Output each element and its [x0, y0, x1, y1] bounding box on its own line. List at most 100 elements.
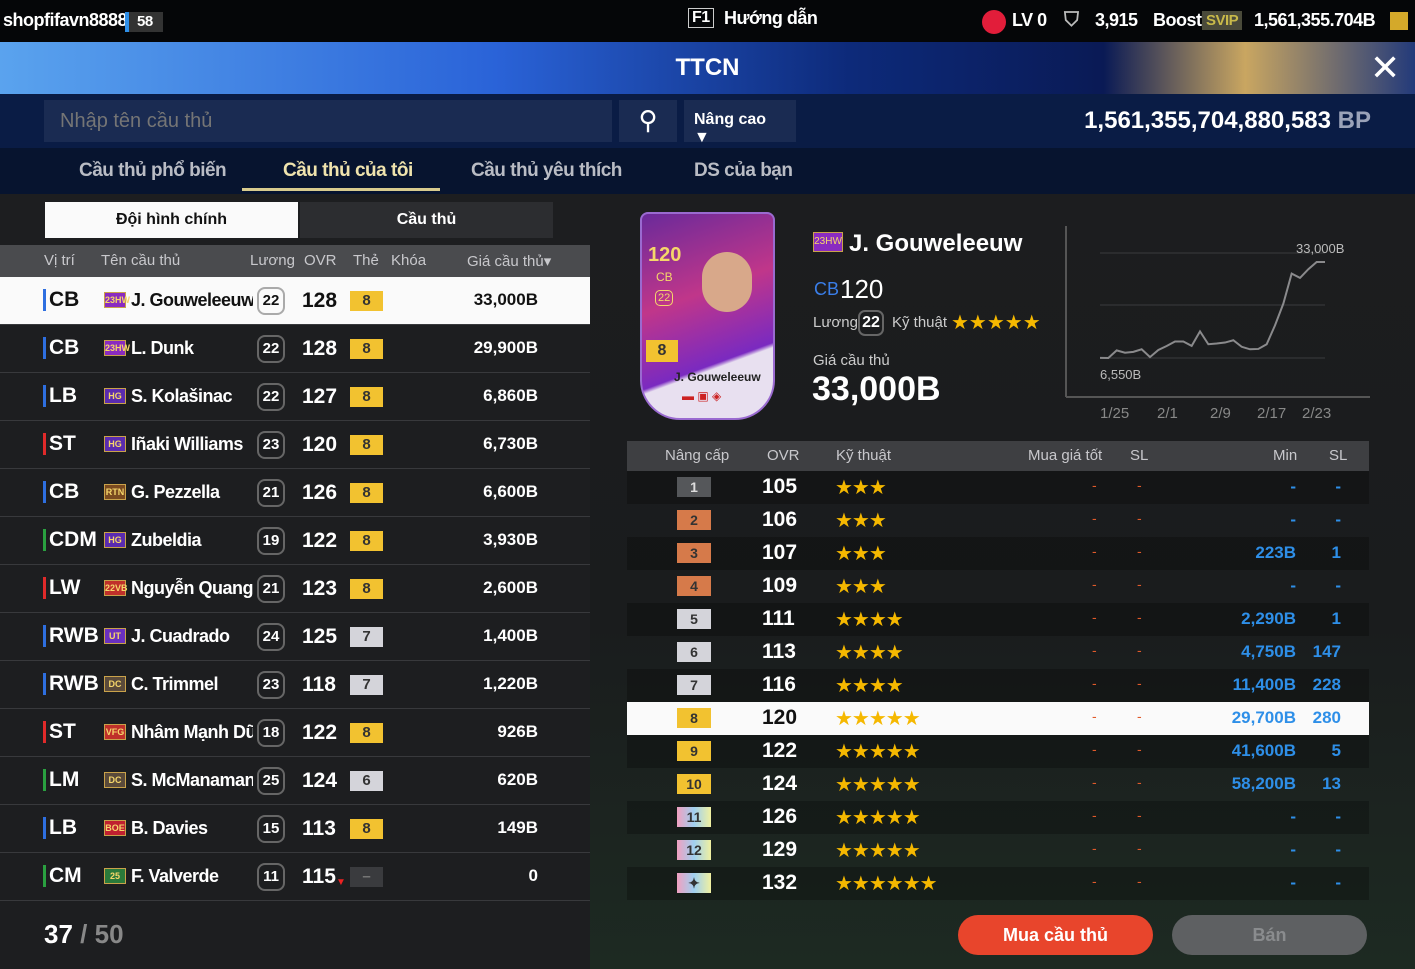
min-price: -: [1290, 840, 1296, 859]
header-ovr[interactable]: OVR: [304, 252, 337, 269]
tab-favorite-players[interactable]: Cầu thủ yêu thích: [471, 160, 622, 181]
subtab-main-lineup[interactable]: Đội hình chính: [45, 202, 298, 238]
header-ovr: OVR: [767, 447, 800, 464]
search-icon[interactable]: ⚲: [619, 100, 677, 142]
tab-popular-players[interactable]: Cầu thủ phổ biến: [79, 160, 227, 181]
header-salary[interactable]: Lương: [250, 252, 295, 269]
player-row[interactable]: RWB DC C. Trimmel 23 118 7 1,220B: [0, 661, 590, 709]
upgrade-row[interactable]: 8 120 ★★★★★ - - 29,700B 280: [627, 702, 1369, 735]
card-level: 7: [350, 627, 383, 647]
sell-button[interactable]: Bán: [1172, 915, 1367, 955]
player-row[interactable]: LM DC S. McManaman 25 124 6 620B: [0, 757, 590, 805]
upgrade-row[interactable]: 5 111 ★★★★ - - 2,290B 1: [627, 603, 1369, 636]
position: RWB: [43, 673, 99, 695]
best-qty: -: [1137, 543, 1142, 559]
ovr: 116: [762, 673, 796, 696]
price-chart: 33,000B 6,550B 1/25 2/1 2/9 2/17 2/23: [1065, 226, 1370, 422]
upgrade-row[interactable]: 11 126 ★★★★★ - - - -: [627, 801, 1369, 834]
help-link[interactable]: Hướng dẫn: [724, 8, 818, 28]
tab-your-list[interactable]: DS của bạn: [694, 160, 793, 181]
upgrade-row[interactable]: 3 107 ★★★ - - 223B 1: [627, 537, 1369, 570]
upgrade-row[interactable]: 7 116 ★★★★ - - 11,400B 228: [627, 669, 1369, 702]
player-row[interactable]: CDM HG Zubeldia 19 122 8 3,930B: [0, 517, 590, 565]
header-position[interactable]: Vị trí: [44, 252, 75, 269]
position: CDM: [43, 529, 97, 551]
help-key[interactable]: F1: [688, 8, 714, 28]
player-row[interactable]: CM 25 F. Valverde 11 115 ▼ – 0: [0, 853, 590, 901]
skill-stars: ★★★★: [835, 675, 904, 697]
card-ovr: 120: [648, 244, 682, 266]
upgrade-level: ✦: [677, 873, 711, 893]
player-row[interactable]: LW 22VB Nguyễn Quang Hải 21 123 8 2,600B: [0, 565, 590, 613]
player-photo: [702, 252, 752, 312]
header-name[interactable]: Tên cầu thủ: [101, 252, 181, 269]
card-name: J. Gouweleeuw: [674, 370, 761, 384]
best-qty: -: [1137, 708, 1142, 724]
tab-my-players[interactable]: Cầu thủ của tôi: [283, 160, 413, 181]
player-row[interactable]: CB 23HW L. Dunk 22 128 8 29,900B: [0, 325, 590, 373]
ovr: 115: [302, 865, 336, 888]
player-row[interactable]: CB RTN G. Pezzella 21 126 8 6,600B: [0, 469, 590, 517]
player-row[interactable]: CB 23HW J. Gouweleeuw 22 128 8 33,000B: [0, 277, 590, 325]
min-qty: 13: [1322, 774, 1341, 793]
player-row[interactable]: LB HG S. Kolašinac 22 127 8 6,860B: [0, 373, 590, 421]
upgrade-row[interactable]: 6 113 ★★★★ - - 4,750B 147: [627, 636, 1369, 669]
upgrade-row[interactable]: 10 124 ★★★★★ - - 58,200B 13: [627, 768, 1369, 801]
ovr: 106: [762, 508, 798, 531]
player-name: J. Cuadrado: [131, 626, 230, 646]
player-row[interactable]: RWB UT J. Cuadrado 24 125 7 1,400B: [0, 613, 590, 661]
max-price-label: 33,000B: [1296, 241, 1344, 256]
best-price: -: [1092, 741, 1097, 757]
close-icon[interactable]: ✕: [1370, 47, 1401, 88]
header-card[interactable]: Thẻ: [353, 252, 379, 269]
min-qty: 1: [1331, 543, 1341, 562]
price-line: [1099, 261, 1325, 360]
player-row[interactable]: ST VFG Nhâm Mạnh Dũng 18 122 8 926B: [0, 709, 590, 757]
upgrade-row[interactable]: ✦ 132 ★★★★★★ - - - -: [627, 867, 1369, 900]
position: CM: [43, 865, 82, 887]
player-card[interactable]: 120 CB 22 8 J. Gouweleeuw ▬ ▣ ◈: [640, 212, 775, 420]
x-tick-label: 1/25: [1100, 405, 1129, 422]
best-qty: -: [1137, 477, 1142, 493]
buy-player-button[interactable]: Mua cầu thủ: [958, 915, 1153, 955]
skill-stars: ★★★★★: [835, 708, 921, 730]
min-qty: -: [1335, 576, 1341, 595]
player-name: S. Kolašinac: [131, 386, 233, 406]
header-qty-min: SL: [1329, 447, 1348, 464]
salary: 11: [257, 863, 285, 891]
position: LB: [43, 385, 77, 407]
salary-value: 22: [858, 310, 884, 336]
subtab-players[interactable]: Cầu thủ: [300, 202, 553, 238]
player-name: B. Davies: [131, 818, 208, 838]
season-badge: HG: [104, 436, 126, 452]
upgrade-row[interactable]: 9 122 ★★★★★ - - 41,600B 5: [627, 735, 1369, 768]
season-badge: 25: [104, 868, 126, 884]
player-name: S. McManaman: [131, 770, 253, 790]
search-input[interactable]: [44, 100, 612, 142]
ovr: 122: [302, 721, 338, 744]
advanced-dropdown[interactable]: Nâng cao ▼: [684, 100, 796, 146]
x-tick-label: 2/17: [1257, 405, 1286, 422]
player-row[interactable]: LB BOE B. Davies 15 113 8 149B: [0, 805, 590, 853]
best-qty: -: [1137, 609, 1142, 625]
player-row[interactable]: ST HG Iñaki Williams 23 120 8 6,730B: [0, 421, 590, 469]
salary: 22: [257, 287, 285, 315]
upgrade-level: 8: [677, 708, 711, 728]
upgrade-row[interactable]: 1 105 ★★★ - - - -: [627, 471, 1369, 504]
upgrade-row[interactable]: 4 109 ★★★ - - - -: [627, 570, 1369, 603]
best-price: -: [1092, 840, 1097, 856]
salary: 19: [257, 527, 285, 555]
ovr: 120: [302, 433, 338, 456]
upgrade-row[interactable]: 12 129 ★★★★★ - - - -: [627, 834, 1369, 867]
min-price: 4,750B: [1241, 642, 1296, 661]
header-price[interactable]: Giá cầu thủ▾: [467, 253, 552, 270]
salary: 23: [257, 671, 285, 699]
skill-stars: ★★★: [835, 576, 887, 598]
upgrade-row[interactable]: 2 106 ★★★ - - - -: [627, 504, 1369, 537]
header-lock[interactable]: Khóa: [391, 252, 427, 269]
upgrade-level: 5: [677, 609, 711, 629]
min-price: -: [1290, 477, 1296, 496]
header-qty: SL: [1130, 447, 1149, 464]
trophy-icon: ⛉: [1064, 9, 1079, 31]
player-name: Zubeldia: [131, 530, 202, 550]
